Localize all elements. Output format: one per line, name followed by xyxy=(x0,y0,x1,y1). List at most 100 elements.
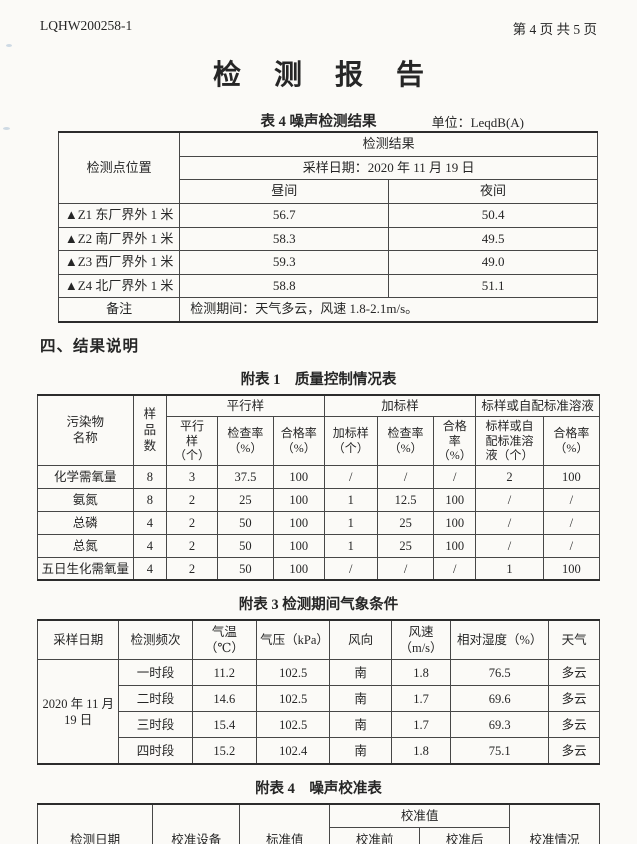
table-row: 总氮 4 2 50 100 1 25 100 / / xyxy=(37,533,601,558)
period-cell: 四时段 xyxy=(118,737,193,765)
cell: 4 xyxy=(132,510,168,535)
note-row: 备注 检测期间：天气多云，风速 1.8-2.1m/s。 xyxy=(57,297,598,323)
cell: 50 xyxy=(216,556,275,581)
before-calibration-header: 校准前 xyxy=(329,827,421,844)
spike-group-header: 加标样 xyxy=(323,394,477,417)
day-column-header: 昼间 xyxy=(179,179,390,204)
cell: 102.5 xyxy=(256,659,331,687)
cell: / xyxy=(542,510,601,535)
cell: 8 xyxy=(132,464,168,489)
cell: 75.1 xyxy=(450,737,550,765)
cell: 2 xyxy=(166,533,218,558)
cell: 100 xyxy=(542,464,601,489)
cell: 1 xyxy=(323,510,378,535)
cell: / xyxy=(542,487,601,512)
scan-artifact xyxy=(3,127,10,130)
table-row: 2020 年 11 月 19 日 一时段 11.2 102.5 南 1.8 76… xyxy=(36,659,600,765)
table-row: ▲Z3 西厂界外 1 米 59.3 49.0 xyxy=(57,250,598,275)
cell: 8 xyxy=(132,487,168,512)
pollutant-column-header: 污染物 名称 xyxy=(37,394,134,466)
weather-conditions-table: 采样日期 检测频次 气温（℃） 气压（kPa） 风向 风速（m/s） 相对湿度（… xyxy=(36,619,600,765)
cell: 多云 xyxy=(548,685,600,713)
standard-pass-rate-header: 合格率 （%） xyxy=(542,416,601,466)
parallel-pass-rate-header: 合格率 （%） xyxy=(273,416,325,466)
location-cell: ▲Z2 南厂界外 1 米 xyxy=(57,226,181,252)
cell: 76.5 xyxy=(450,659,550,687)
parallel-count-header: 平行 样 （个） xyxy=(166,416,218,466)
pressure-header: 气压（kPa） xyxy=(256,619,331,661)
section-title: 四、结果说明 xyxy=(40,338,140,355)
calibration-status-header: 校准情况 xyxy=(509,803,600,844)
cell: 4 xyxy=(132,556,168,581)
period-cell: 三时段 xyxy=(118,711,193,739)
day-value: 59.3 xyxy=(179,250,390,275)
location-cell: ▲Z4 北厂界外 1 米 xyxy=(57,273,181,299)
cell: / xyxy=(475,487,544,512)
night-value: 49.0 xyxy=(388,250,598,275)
cell: 3 xyxy=(166,464,218,489)
cell: 102.5 xyxy=(256,711,331,739)
location-cell: ▲Z3 西厂界外 1 米 xyxy=(57,250,181,275)
note-label: 备注 xyxy=(57,297,181,323)
table4-header-row-1: 检测点位置 检测结果 xyxy=(57,131,598,204)
standard-value-header: 标准值 xyxy=(239,803,331,844)
table-row: 二时段 14.6 102.5 南 1.7 69.6 多云 xyxy=(38,685,600,713)
result-column-header: 检测结果 xyxy=(179,131,598,157)
period-cell: 二时段 xyxy=(118,685,193,713)
cell: 100 xyxy=(273,464,325,489)
table4-header-row-2: 采样日期：2020 年 11 月 19 日 xyxy=(59,155,598,181)
cell: 102.4 xyxy=(256,737,331,765)
day-value: 58.8 xyxy=(179,273,390,299)
table4-caption-row: 表 4 噪声检测结果 单位：LeqdB(A) xyxy=(37,110,600,130)
calibration-device-header: 校准设备 xyxy=(152,803,241,844)
page-number: 第 4 页 共 5 页 xyxy=(512,22,597,37)
table-row: ▲Z2 南厂界外 1 米 58.3 49.5 xyxy=(57,226,598,252)
cell: 1 xyxy=(323,487,378,512)
cell: 2 xyxy=(166,487,218,512)
cell: 1.8 xyxy=(391,659,452,687)
cell: 25 xyxy=(376,510,435,535)
a1-header-row-1: 污染物 名称 样 品 数 平行样 加标样 标样或自配标准溶液 xyxy=(37,394,600,466)
pollutant-name: 五日生化需氧量 xyxy=(37,556,134,581)
sampling-date-header: 采样日期 xyxy=(36,619,120,661)
cell: 1 xyxy=(475,556,544,581)
cell: 2 xyxy=(475,464,544,489)
parallel-group-header: 平行样 xyxy=(166,394,325,417)
cell: 2 xyxy=(166,556,218,581)
cell: 14.6 xyxy=(191,685,258,713)
cell: / xyxy=(433,464,477,489)
table-row: 四时段 15.2 102.4 南 1.8 75.1 多云 xyxy=(38,737,600,765)
scan-artifact xyxy=(6,44,12,47)
pollutant-name: 总磷 xyxy=(37,510,134,535)
cell: 100 xyxy=(273,510,325,535)
quality-control-table: 污染物 名称 样 品 数 平行样 加标样 标样或自配标准溶液 平行 样 （个） … xyxy=(37,394,601,582)
wind-speed-header: 风速（m/s） xyxy=(391,619,452,661)
cell: 1.8 xyxy=(391,737,452,765)
cell: 25 xyxy=(216,487,275,512)
table-row: ▲Z1 东厂界外 1 米 56.7 50.4 xyxy=(57,202,598,228)
frequency-header: 检测频次 xyxy=(118,619,193,661)
cell: 南 xyxy=(329,685,393,713)
page-header: LQHW200258-1 第 4 页 共 5 页 xyxy=(37,18,600,38)
cell: 11.2 xyxy=(191,659,258,687)
cell: / xyxy=(323,556,378,581)
cell: 69.3 xyxy=(450,711,550,739)
cell: 69.6 xyxy=(450,685,550,713)
cell: 1.7 xyxy=(391,711,452,739)
noise-calibration-table: 检测日期 校准设备 标准值 校准值 校准情况 校准前 校准后 昼间 夜间 昼间 … xyxy=(36,802,600,844)
table-row: 五日生化需氧量 4 2 50 100 / / / 1 100 xyxy=(37,556,601,581)
cell: 1.7 xyxy=(391,685,452,713)
spike-count-header: 加标样 （个） xyxy=(323,416,378,466)
sampling-date: 2020 年 11 月 19 日 xyxy=(36,659,120,765)
cell: 100 xyxy=(433,510,477,535)
a4-header-row-2: 校准前 校准后 xyxy=(38,827,600,844)
cell: 1 xyxy=(323,533,378,558)
night-value: 50.4 xyxy=(388,202,598,228)
pollutant-name: 氨氮 xyxy=(37,487,134,512)
cell: 南 xyxy=(329,659,393,687)
a3-header-row: 采样日期 检测频次 气温（℃） 气压（kPa） 风向 风速（m/s） 相对湿度（… xyxy=(36,619,600,661)
cell: 102.5 xyxy=(256,685,331,713)
table-row: 三时段 15.4 102.5 南 1.7 69.3 多云 xyxy=(38,711,600,739)
cell: 50 xyxy=(216,510,275,535)
calibration-value-group-header: 校准值 xyxy=(329,803,511,829)
